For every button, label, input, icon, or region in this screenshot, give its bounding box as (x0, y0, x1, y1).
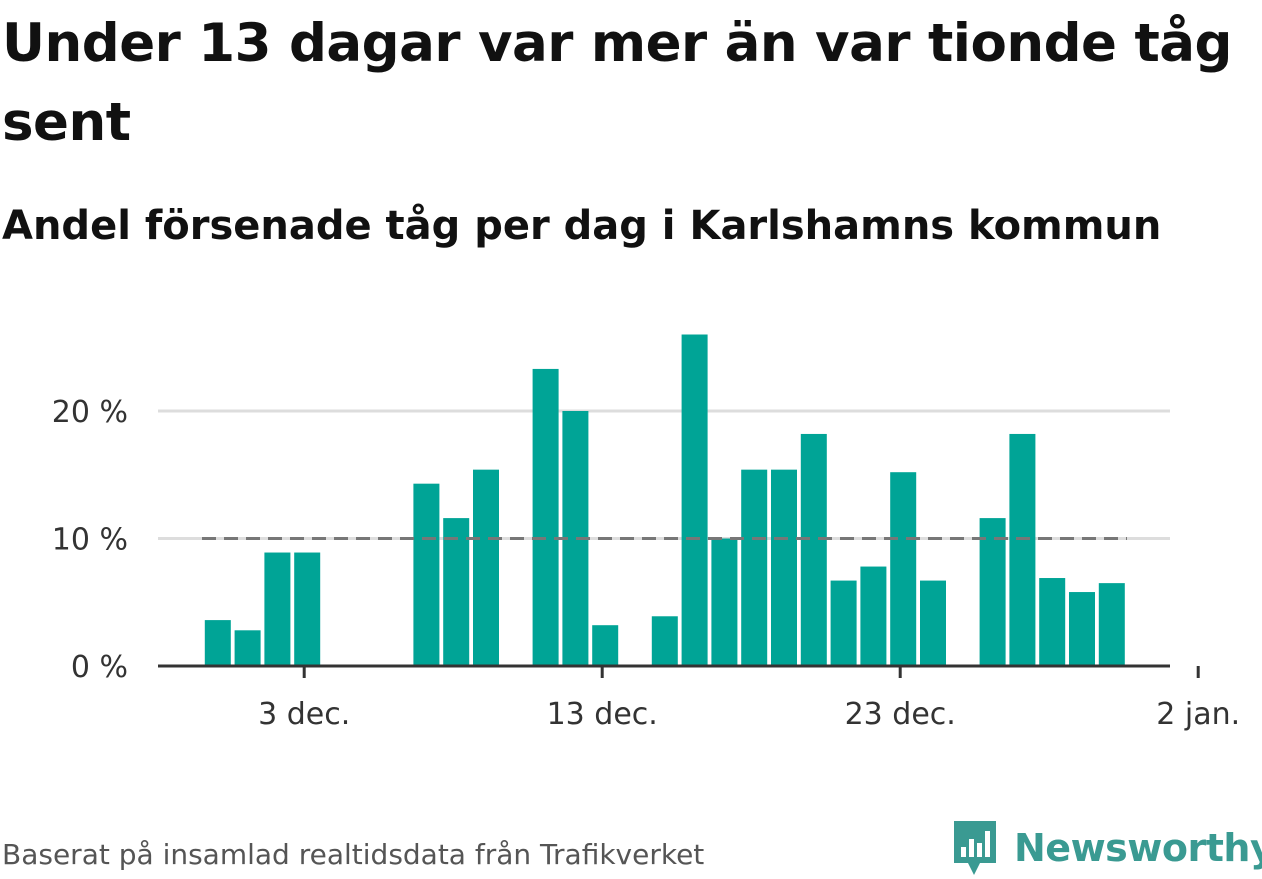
bar (264, 552, 291, 666)
bar (1009, 433, 1036, 666)
bar (681, 334, 708, 666)
bar (1039, 578, 1066, 666)
bar (473, 469, 499, 666)
x-tick-label: 2 jan. (1156, 697, 1240, 732)
bar-chart: 0 % 10 % 20 % 3 dec. 13 dec. 23 dec. 2 jan. (52, 334, 1240, 732)
bar (920, 580, 946, 666)
bar (800, 433, 827, 666)
bars (204, 334, 1125, 666)
bar (711, 538, 738, 666)
y-tick-label: 10 % (52, 523, 128, 558)
newsworthy-logo: Newsworthy (950, 818, 1262, 878)
bar (741, 469, 768, 666)
bar (204, 620, 231, 666)
x-tick-label: 13 dec. (547, 697, 658, 732)
bar (294, 552, 321, 666)
newsworthy-logo-icon (954, 821, 996, 875)
chart-title: Under 13 dagar var mer än var tionde tåg… (2, 13, 1232, 153)
bar (1098, 583, 1125, 666)
y-axis-labels: 0 % 10 % 20 % (52, 395, 128, 685)
chart-subtitle: Andel försenade tåg per dag i Karlshamns… (2, 203, 1162, 249)
source-note: Baserat på insamlad realtidsdata från Tr… (2, 838, 705, 871)
bar (860, 566, 887, 666)
bar (890, 472, 917, 666)
bar (1069, 592, 1095, 666)
x-tick-label: 23 dec. (845, 697, 956, 732)
bar (651, 616, 678, 666)
bar (234, 630, 261, 666)
bar (771, 469, 797, 666)
x-axis: 3 dec. 13 dec. 23 dec. 2 jan. (158, 664, 1240, 732)
y-tick-label: 20 % (52, 395, 128, 430)
y-tick-label: 0 % (71, 650, 128, 685)
bar (413, 483, 440, 666)
bar (979, 518, 1006, 666)
x-tick-label: 3 dec. (258, 697, 350, 732)
bar (443, 518, 470, 666)
bar (830, 580, 857, 666)
bar (532, 368, 559, 666)
bar (592, 625, 619, 666)
logo-wordmark: Newsworthy (1014, 826, 1262, 870)
